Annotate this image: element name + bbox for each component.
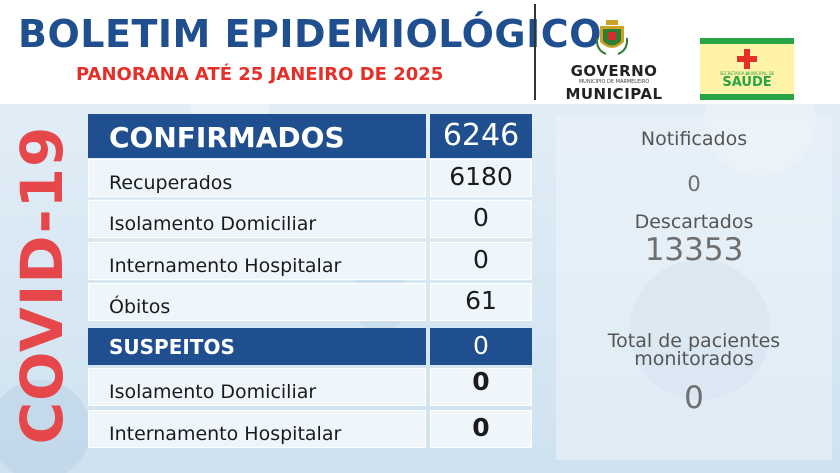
suspects-hospitalized-label: Internamento Hospitalar xyxy=(109,423,342,445)
notified-label: Notificados xyxy=(640,128,748,150)
stats-panel xyxy=(556,116,832,460)
red-cross-icon xyxy=(737,49,757,69)
home-isolation-value: 0 xyxy=(473,203,489,232)
confirmed-value: 6246 xyxy=(442,118,520,153)
health-logo: SECRETARIA MUNICIPAL DE SAÚDE xyxy=(700,38,794,100)
health-logo-text: SAÚDE xyxy=(722,75,772,90)
monitored-label: Total de pacientes monitorados xyxy=(607,330,781,370)
recovered-value: 6180 xyxy=(449,162,513,191)
government-logo-line1: GOVERNO xyxy=(570,62,658,80)
confirmed-label: CONFIRMADOS xyxy=(109,121,345,154)
government-logo-municipality: MUNICÍPIO DE MARMELEIRO xyxy=(578,79,650,85)
suspects-header-row: SUSPEITOS 0 xyxy=(88,328,532,365)
hospitalized-value: 0 xyxy=(473,245,489,274)
suspects-label: SUSPEITOS xyxy=(109,335,235,359)
header: BOLETIM EPIDEMIOLÓGICO PANORANA ATÉ 25 J… xyxy=(0,0,840,104)
home-isolation-label: Isolamento Domiciliar xyxy=(109,213,317,235)
covid-side-title: COVID-19 xyxy=(8,125,76,445)
page-subtitle: PANORANA ATÉ 25 JANEIRO DE 2025 xyxy=(76,64,444,85)
crest-icon xyxy=(596,20,628,55)
notified-value: 0 xyxy=(687,172,701,196)
health-logo-secretary: SECRETARIA MUNICIPAL DE xyxy=(719,71,775,76)
discarded-label: Descartados xyxy=(634,211,754,233)
confirmed-header-row: CONFIRMADOS 6246 xyxy=(88,114,532,158)
table-row: Isolamento Domiciliar 0 xyxy=(88,367,532,406)
deaths-value: 61 xyxy=(465,286,497,315)
hospitalized-label: Internamento Hospitalar xyxy=(109,255,342,277)
suspects-home-isolation-label: Isolamento Domiciliar xyxy=(109,381,317,403)
deaths-label: Óbitos xyxy=(109,296,171,318)
table-row: Isolamento Domiciliar 0 xyxy=(88,200,532,238)
table-row: Recuperados 6180 xyxy=(88,159,532,197)
table-row: Óbitos 61 xyxy=(88,283,532,321)
suspects-home-isolation-value: 0 xyxy=(472,367,490,396)
discarded-value: 13353 xyxy=(644,232,744,268)
table-row: Internamento Hospitalar 0 xyxy=(88,242,532,280)
monitored-value: 0 xyxy=(684,380,704,416)
government-logo-line2: MUNICIPAL xyxy=(565,85,663,103)
header-divider xyxy=(534,4,536,100)
recovered-label: Recuperados xyxy=(109,172,233,194)
suspects-value: 0 xyxy=(473,331,489,360)
government-logo: GOVERNO MUNICÍPIO DE MARMELEIRO MUNICIPA… xyxy=(564,20,674,103)
page-title: BOLETIM EPIDEMIOLÓGICO xyxy=(18,12,602,56)
suspects-hospitalized-value: 0 xyxy=(472,413,490,442)
table-row: Internamento Hospitalar 0 xyxy=(88,410,532,448)
